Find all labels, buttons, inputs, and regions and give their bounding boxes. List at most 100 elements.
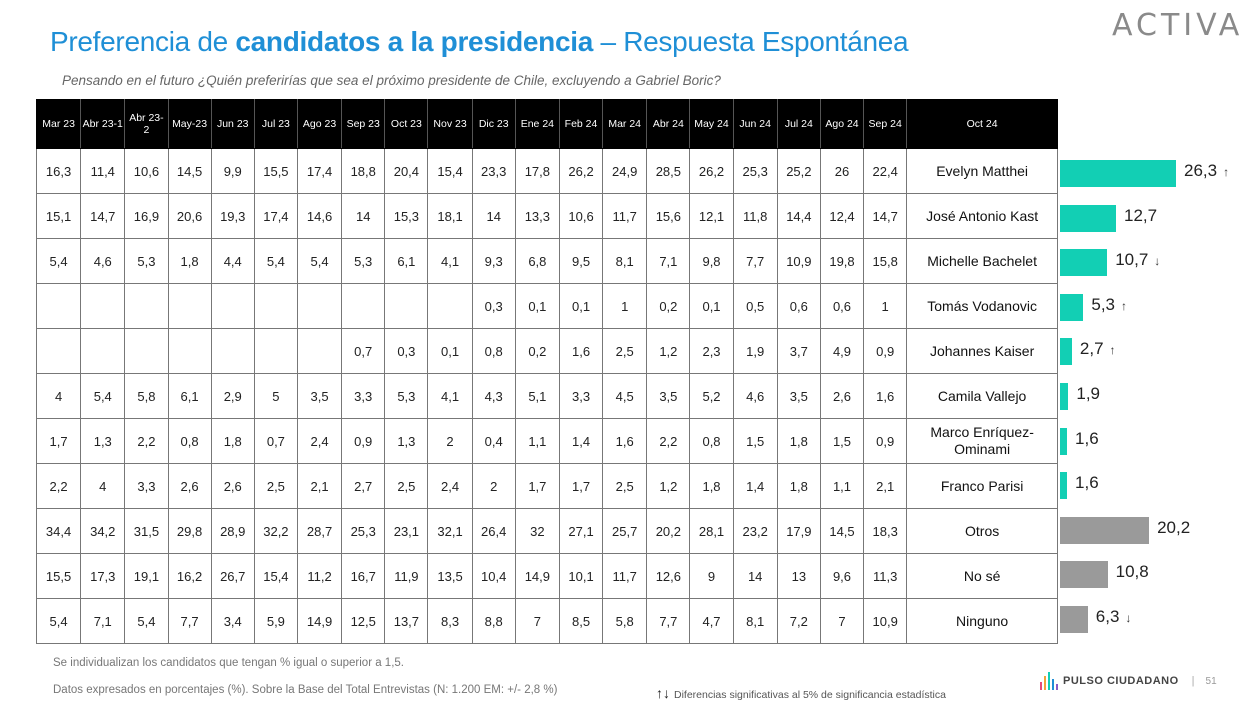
table-cell: 3,3 xyxy=(341,373,386,419)
table-cell: 5,3 xyxy=(384,373,429,419)
table-cell: 14,5 xyxy=(167,148,212,194)
table-cell: 17,8 xyxy=(514,148,560,194)
table-cell: 20,4 xyxy=(384,148,429,194)
arrow-down-icon: ↓ xyxy=(1125,611,1132,625)
table-cell: 15,3 xyxy=(384,193,429,239)
pulso-bars-icon xyxy=(1040,672,1058,690)
table-cell: 15,1 xyxy=(35,193,82,239)
table-cell: 1,3 xyxy=(384,418,429,464)
bar-value-label: 6,3 ↓ xyxy=(1096,607,1132,627)
brand-separator: | xyxy=(1191,675,1195,687)
candidate-name: Camila Vallejo xyxy=(906,373,1058,419)
table-cell: 0,8 xyxy=(471,328,516,374)
table-cell: 28,7 xyxy=(296,508,343,554)
table-cell: 17,9 xyxy=(776,508,821,554)
table-cell: 0,1 xyxy=(514,283,560,329)
table-cell: 1,8 xyxy=(776,418,821,464)
table-cell: 7,7 xyxy=(646,598,691,644)
table-cell: 1,6 xyxy=(558,328,604,374)
table-cell: 11,3 xyxy=(863,553,908,599)
column-header: Jul 24 xyxy=(776,99,821,149)
table-cell: 8,3 xyxy=(427,598,473,644)
table-cell: 14 xyxy=(341,193,386,239)
title-suffix: – Respuesta Espontánea xyxy=(593,26,909,57)
table-cell: 17,3 xyxy=(80,553,126,599)
table-cell: 4 xyxy=(35,373,82,419)
table-cell: 7,2 xyxy=(776,598,821,644)
bar-row: 20,2 xyxy=(1060,505,1250,550)
table-cell: 3,5 xyxy=(296,373,343,419)
table-row: 15,5 17,3 19,1 16,2 26,7 15,4 11,2 16,7 11,9 13,5… xyxy=(35,553,1058,599)
table-row: 4 5,4 5,8 6,1 2,9 5 3,5 3,3 5,3 4,1 4,3 5,1 3,3 4,5 3,… xyxy=(35,373,1058,419)
table-cell: 9,6 xyxy=(819,553,865,599)
table-cell: 16,3 xyxy=(35,148,82,194)
bar-row: 10,8 xyxy=(1060,549,1250,594)
table-cell: 10,6 xyxy=(558,193,604,239)
table-row: 15,1 14,7 16,9 20,6 19,3 17,4 14,6 14 15,3 18,1 14… xyxy=(35,193,1058,239)
column-header: Nov 23 xyxy=(427,99,473,149)
table-cell: 18,1 xyxy=(427,193,473,239)
table-cell: 15,5 xyxy=(35,553,82,599)
table-cell: 2,4 xyxy=(296,418,343,464)
column-header: Abr 24 xyxy=(646,99,691,149)
table-cell: 5,3 xyxy=(341,238,386,284)
table-cell: 0,9 xyxy=(341,418,386,464)
table-cell: 11,2 xyxy=(296,553,343,599)
table-cell: 2,5 xyxy=(253,463,298,509)
table-cell: 2,5 xyxy=(384,463,429,509)
column-header: Oct 23 xyxy=(384,99,429,149)
table-cell: 19,3 xyxy=(210,193,255,239)
table-cell: 0,3 xyxy=(471,283,516,329)
table-cell: 14,9 xyxy=(514,553,560,599)
table-cell: 8,1 xyxy=(602,238,648,284)
bar-row: 6,3 ↓ xyxy=(1060,594,1250,639)
table-row: 0,3 0,1 0,1 1 0,2 0,1 0,5 0,6 0,6 1 Tomás Vodanovi… xyxy=(35,283,1058,329)
table-cell: 14,7 xyxy=(863,193,908,239)
table-cell: 9,8 xyxy=(689,238,734,284)
table-cell: 0,7 xyxy=(341,328,386,374)
arrow-down-icon: ↓ xyxy=(1154,254,1161,269)
table-cell: 32,1 xyxy=(427,508,473,554)
table-cell xyxy=(210,328,255,374)
table-cell: 13,3 xyxy=(514,193,560,239)
table-cell: 1,1 xyxy=(514,418,560,464)
bar-value: 2,7 xyxy=(1079,339,1104,359)
table-cell: 1,3 xyxy=(80,418,126,464)
table-cell: 7 xyxy=(819,598,865,644)
table-cell xyxy=(124,328,169,374)
table-cell: 0,1 xyxy=(427,328,473,374)
table-cell: 0,6 xyxy=(776,283,821,329)
activa-logo: ACTIVA xyxy=(1112,8,1244,43)
footnote-threshold: Se individualizan los candidatos que ten… xyxy=(53,657,404,669)
table-cell: 5,4 xyxy=(35,598,82,644)
table-cell: 9,3 xyxy=(471,238,516,284)
table-cell: 9,9 xyxy=(210,148,255,194)
table-cell: 0,1 xyxy=(689,283,734,329)
table-cell: 3,3 xyxy=(124,463,169,509)
bar-value: 10,7 xyxy=(1115,250,1149,270)
table-cell: 1,6 xyxy=(602,418,648,464)
table-cell xyxy=(341,283,386,329)
table-cell: 31,5 xyxy=(124,508,169,554)
table-cell: 14,9 xyxy=(296,598,343,644)
bar-mark xyxy=(1060,516,1150,544)
candidate-name: Ninguno xyxy=(906,598,1058,644)
table-cell: 29,8 xyxy=(167,508,212,554)
table-cell: 6,8 xyxy=(514,238,560,284)
table-cell: 1,9 xyxy=(732,328,778,374)
column-header: Sep 23 xyxy=(341,99,386,149)
table-cell: 9,5 xyxy=(558,238,604,284)
table-cell: 0,9 xyxy=(863,328,908,374)
bar-mark xyxy=(1060,427,1068,455)
candidate-name: Evelyn Matthei xyxy=(906,148,1058,194)
column-header: Dic 23 xyxy=(471,99,516,149)
table-cell: 1 xyxy=(863,283,908,329)
column-header: Jun 24 xyxy=(732,99,778,149)
table-cell: 14,7 xyxy=(80,193,126,239)
table-cell: 7,7 xyxy=(167,598,212,644)
candidate-name: José Antonio Kast xyxy=(906,193,1058,239)
table-cell: 15,6 xyxy=(646,193,691,239)
page-number: 51 xyxy=(1205,675,1217,687)
table-cell: 25,3 xyxy=(341,508,386,554)
table-cell: 1,2 xyxy=(646,463,691,509)
